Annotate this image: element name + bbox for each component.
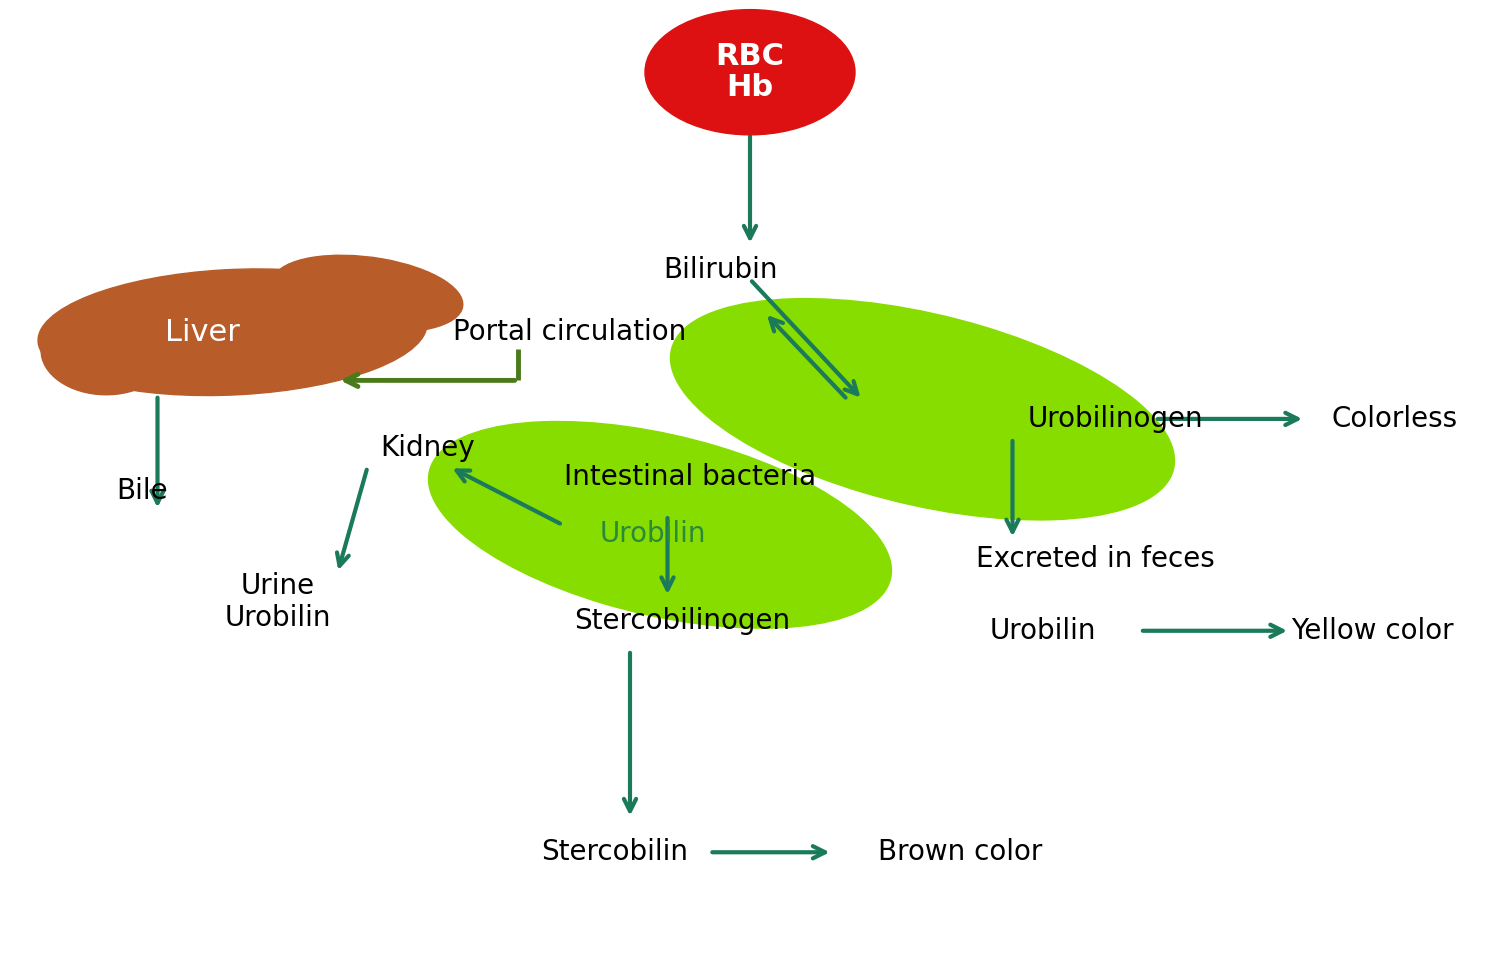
Ellipse shape (40, 308, 170, 395)
Text: Urine
Urobilin: Urine Urobilin (225, 572, 330, 632)
Text: Kidney: Kidney (380, 433, 476, 462)
Text: Urobilin: Urobilin (990, 616, 1095, 645)
Text: Urobilinogen: Urobilinogen (1028, 404, 1203, 433)
Text: Intestinal bacteria: Intestinal bacteria (564, 462, 816, 491)
Text: Colorless: Colorless (1332, 404, 1458, 433)
Text: Bilirubin: Bilirubin (663, 255, 777, 284)
Ellipse shape (272, 255, 464, 332)
Text: Bile: Bile (117, 477, 168, 506)
Text: Liver: Liver (165, 318, 240, 347)
Text: Stercobilinogen: Stercobilinogen (574, 607, 790, 636)
Text: Portal circulation: Portal circulation (453, 318, 687, 347)
Text: Excreted in feces: Excreted in feces (975, 544, 1215, 573)
Text: Stercobilin: Stercobilin (542, 838, 688, 867)
Text: Urobilin: Urobilin (598, 520, 705, 549)
Ellipse shape (670, 299, 1174, 520)
Text: Brown color: Brown color (878, 838, 1042, 867)
Text: Yellow color: Yellow color (1292, 616, 1454, 645)
Ellipse shape (645, 10, 855, 135)
Ellipse shape (38, 269, 427, 396)
Text: RBC
Hb: RBC Hb (716, 42, 784, 102)
Ellipse shape (429, 422, 891, 628)
